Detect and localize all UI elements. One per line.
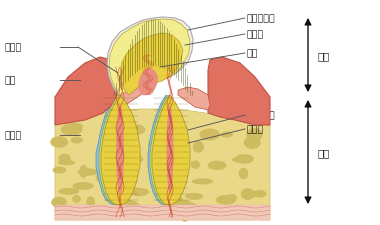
Ellipse shape <box>127 154 143 164</box>
Text: 歯肉: 歯肉 <box>5 76 16 85</box>
Ellipse shape <box>180 200 192 208</box>
Ellipse shape <box>119 200 140 213</box>
Ellipse shape <box>244 137 261 149</box>
Polygon shape <box>55 110 270 220</box>
Ellipse shape <box>192 178 213 185</box>
Polygon shape <box>148 96 187 205</box>
Text: セメント質: セメント質 <box>247 111 276 120</box>
Ellipse shape <box>86 196 95 209</box>
Text: 歯肉溝: 歯肉溝 <box>5 43 22 52</box>
Ellipse shape <box>157 193 174 200</box>
Polygon shape <box>120 34 183 96</box>
Ellipse shape <box>185 193 203 200</box>
Text: 歯根膜: 歯根膜 <box>247 125 264 134</box>
Ellipse shape <box>59 188 79 195</box>
Ellipse shape <box>61 124 82 136</box>
Ellipse shape <box>227 194 237 201</box>
Ellipse shape <box>109 209 126 218</box>
Text: 歯槽骨: 歯槽骨 <box>5 131 22 140</box>
Ellipse shape <box>187 203 197 216</box>
Ellipse shape <box>71 137 83 144</box>
Ellipse shape <box>163 175 171 181</box>
Ellipse shape <box>213 207 226 213</box>
Ellipse shape <box>51 197 67 208</box>
Ellipse shape <box>174 209 190 216</box>
Ellipse shape <box>241 188 255 200</box>
Polygon shape <box>96 96 137 205</box>
Ellipse shape <box>113 204 130 213</box>
Ellipse shape <box>50 137 68 148</box>
Polygon shape <box>150 96 189 205</box>
Polygon shape <box>107 18 193 96</box>
Ellipse shape <box>220 132 233 138</box>
Ellipse shape <box>252 190 267 198</box>
Text: エナメル質: エナメル質 <box>247 14 276 23</box>
Ellipse shape <box>112 161 122 173</box>
Text: 歯根: 歯根 <box>318 147 330 157</box>
Ellipse shape <box>96 172 116 184</box>
Ellipse shape <box>52 167 66 174</box>
Ellipse shape <box>191 161 200 169</box>
Ellipse shape <box>102 152 122 162</box>
Polygon shape <box>55 58 118 126</box>
Ellipse shape <box>73 182 93 190</box>
Ellipse shape <box>106 151 118 161</box>
Ellipse shape <box>59 154 71 164</box>
Ellipse shape <box>162 194 183 206</box>
Ellipse shape <box>117 142 135 155</box>
Ellipse shape <box>232 157 245 163</box>
Ellipse shape <box>114 165 128 173</box>
Ellipse shape <box>235 155 254 164</box>
Ellipse shape <box>240 155 253 163</box>
Polygon shape <box>99 96 139 205</box>
Polygon shape <box>55 205 270 220</box>
Ellipse shape <box>200 129 220 141</box>
Ellipse shape <box>179 145 188 159</box>
Ellipse shape <box>78 169 99 176</box>
Ellipse shape <box>160 146 173 160</box>
Text: 歯髄: 歯髄 <box>247 49 258 58</box>
Ellipse shape <box>116 106 124 195</box>
Ellipse shape <box>173 166 184 178</box>
Ellipse shape <box>164 188 173 201</box>
Ellipse shape <box>103 190 124 199</box>
Ellipse shape <box>64 123 83 130</box>
Ellipse shape <box>130 188 149 196</box>
Polygon shape <box>178 88 210 110</box>
Ellipse shape <box>180 211 190 222</box>
Ellipse shape <box>239 168 248 180</box>
Ellipse shape <box>246 128 263 142</box>
Ellipse shape <box>166 106 174 194</box>
Ellipse shape <box>58 160 75 165</box>
Ellipse shape <box>193 142 204 153</box>
Polygon shape <box>152 96 190 205</box>
Polygon shape <box>208 58 270 126</box>
Polygon shape <box>138 69 158 96</box>
Polygon shape <box>112 88 148 110</box>
Ellipse shape <box>216 195 236 205</box>
Ellipse shape <box>148 140 159 150</box>
Ellipse shape <box>100 207 112 213</box>
Ellipse shape <box>207 161 226 170</box>
Polygon shape <box>101 96 140 205</box>
Ellipse shape <box>72 195 81 203</box>
Ellipse shape <box>79 165 88 178</box>
Text: 歯冠: 歯冠 <box>318 51 330 61</box>
Ellipse shape <box>114 182 132 193</box>
Ellipse shape <box>127 125 146 135</box>
Ellipse shape <box>108 212 125 218</box>
Polygon shape <box>109 20 190 96</box>
Text: 象牙質: 象牙質 <box>247 30 264 39</box>
